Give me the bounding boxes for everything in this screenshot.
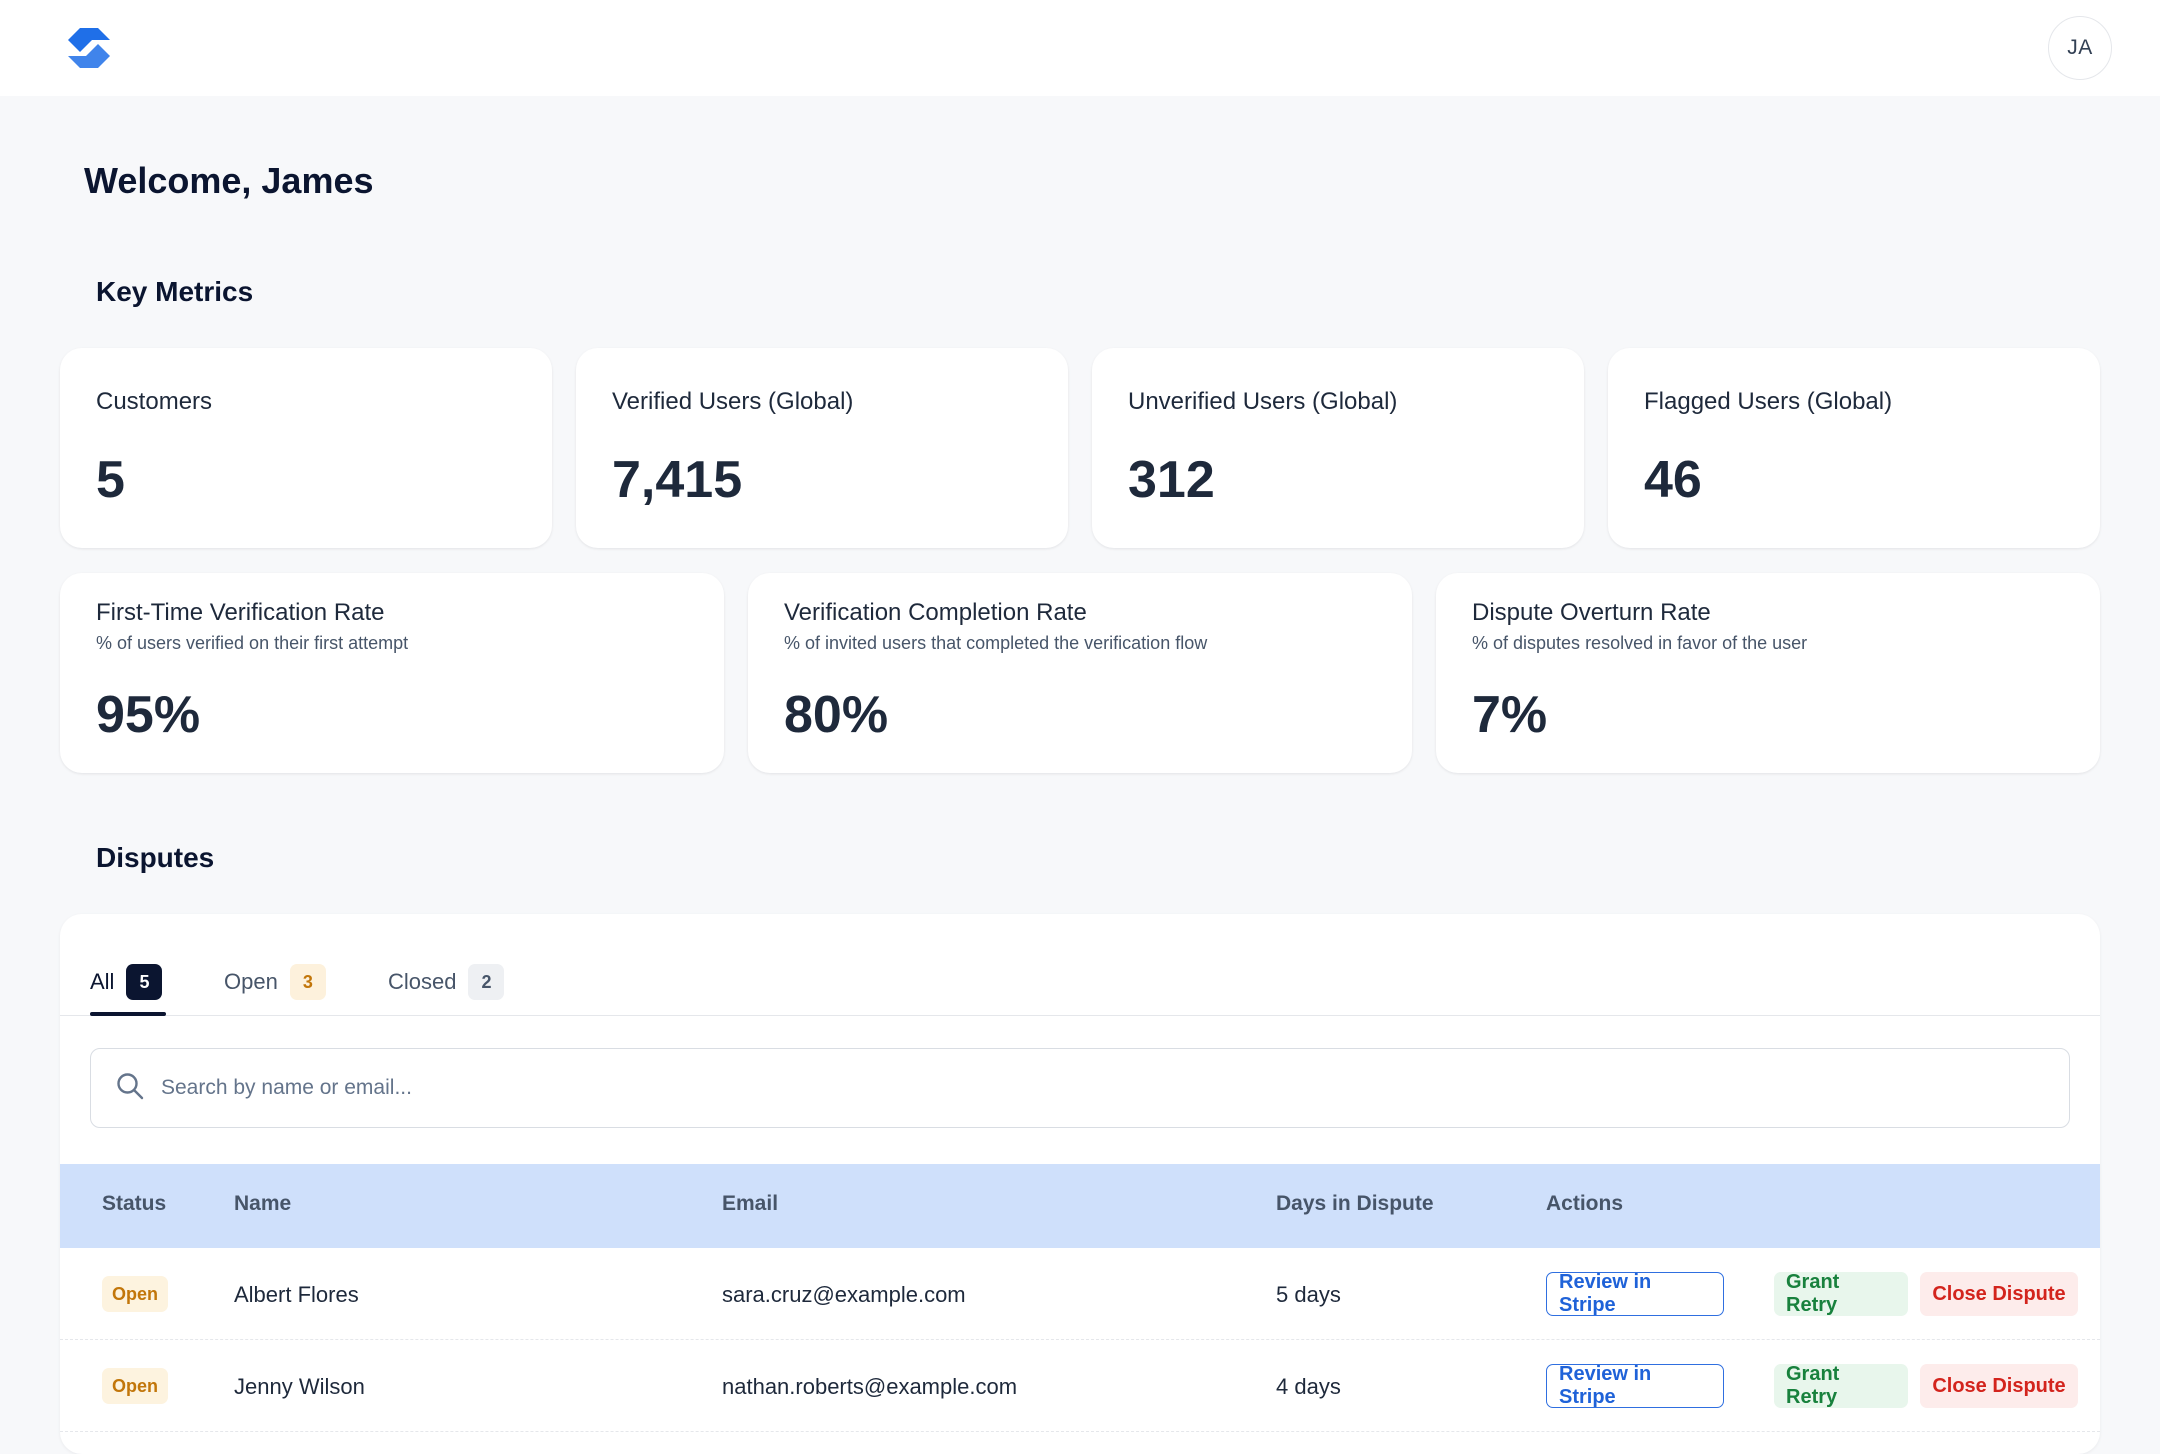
table-header: Status Name Email Days in Dispute Action…: [60, 1164, 2100, 1248]
metric-card-customers: Customers 5: [60, 348, 552, 548]
search-icon: [115, 1071, 145, 1106]
rate-card-dispute-overturn: Dispute Overturn Rate % of disputes reso…: [1436, 573, 2100, 773]
disputes-panel: All 5 Open 3 Closed 2 Status Name Email …: [60, 914, 2100, 1454]
table-row: Open Jenny Wilson nathan.roberts@example…: [60, 1340, 2100, 1432]
tab-all[interactable]: All 5: [90, 964, 163, 1000]
search-box[interactable]: [90, 1048, 2070, 1128]
metric-label: Verified Users (Global): [612, 388, 854, 415]
rate-description: % of disputes resolved in favor of the u…: [1472, 633, 1808, 653]
tab-label: Open: [224, 969, 278, 994]
metric-value: 46: [1644, 451, 1702, 509]
row-days: 5 days: [1276, 1282, 1341, 1307]
tab-open[interactable]: Open 3: [224, 964, 326, 1000]
row-email: nathan.roberts@example.com: [722, 1374, 1018, 1399]
metric-card-flagged-users: Flagged Users (Global) 46: [1608, 348, 2100, 548]
metric-card-unverified-users: Unverified Users (Global) 312: [1092, 348, 1584, 548]
column-header-name[interactable]: Name: [234, 1192, 292, 1215]
row-name: Albert Flores: [234, 1282, 359, 1307]
close-dispute-button[interactable]: Close Dispute: [1920, 1364, 2078, 1408]
grant-retry-button[interactable]: Grant Retry: [1774, 1271, 1908, 1316]
key-metrics-heading: Key Metrics: [96, 276, 254, 307]
row-name: Jenny Wilson: [234, 1374, 365, 1399]
disputes-heading: Disputes: [96, 842, 215, 873]
review-in-stripe-button[interactable]: Review in Stripe: [1546, 1271, 1724, 1316]
rate-value: 80%: [784, 686, 889, 744]
rate-value: 95%: [96, 686, 201, 744]
status-badge: Open: [102, 1276, 169, 1312]
column-header-days[interactable]: Days in Dispute: [1276, 1192, 1434, 1215]
column-header-status[interactable]: Status: [102, 1192, 167, 1215]
status-badge: Open: [102, 1368, 169, 1404]
tab-count-badge: 2: [468, 964, 505, 1000]
rate-label: Verification Completion Rate: [784, 599, 1087, 626]
metric-label: Customers: [96, 388, 213, 415]
rate-card-first-time-verification: First-Time Verification Rate % of users …: [60, 573, 724, 773]
row-days: 4 days: [1276, 1374, 1341, 1399]
rate-label: First-Time Verification Rate: [96, 599, 385, 626]
row-email: sara.cruz@example.com: [722, 1282, 966, 1307]
tab-label: Closed: [388, 969, 457, 994]
active-tab-indicator: [90, 1012, 166, 1016]
tab-count-badge: 3: [289, 964, 326, 1000]
brand-logo-icon[interactable]: [60, 23, 120, 73]
column-header-email[interactable]: Email: [722, 1192, 779, 1215]
dispute-tabs: All 5 Open 3 Closed 2: [60, 914, 2100, 1016]
metric-value: 5: [96, 451, 125, 509]
close-dispute-button[interactable]: Close Dispute: [1920, 1272, 2078, 1316]
user-avatar[interactable]: JA: [2048, 16, 2112, 80]
grant-retry-button[interactable]: Grant Retry: [1774, 1363, 1908, 1408]
table-row: Open Albert Flores sara.cruz@example.com…: [60, 1248, 2100, 1340]
rate-label: Dispute Overturn Rate: [1472, 599, 1711, 626]
metric-label: Flagged Users (Global): [1644, 388, 1893, 415]
review-in-stripe-button[interactable]: Review in Stripe: [1546, 1363, 1724, 1408]
top-bar: JA: [0, 0, 2160, 96]
rate-description: % of invited users that completed the ve…: [784, 633, 1208, 653]
tab-count-badge: 5: [126, 964, 163, 1000]
column-header-actions: Actions: [1546, 1192, 1624, 1215]
rate-description: % of users verified on their first attem…: [96, 633, 409, 653]
metric-value: 312: [1128, 451, 1215, 509]
metric-card-verified-users: Verified Users (Global) 7,415: [576, 348, 1068, 548]
metric-label: Unverified Users (Global): [1128, 388, 1398, 415]
rate-value: 7%: [1472, 686, 1548, 744]
metric-value: 7,415: [612, 451, 743, 509]
search-input[interactable]: [161, 1076, 1961, 1100]
tab-closed[interactable]: Closed 2: [388, 964, 505, 1000]
page-title: Welcome, James: [84, 160, 374, 201]
rate-card-verification-completion: Verification Completion Rate % of invite…: [748, 573, 1412, 773]
tab-label: All: [90, 969, 115, 994]
